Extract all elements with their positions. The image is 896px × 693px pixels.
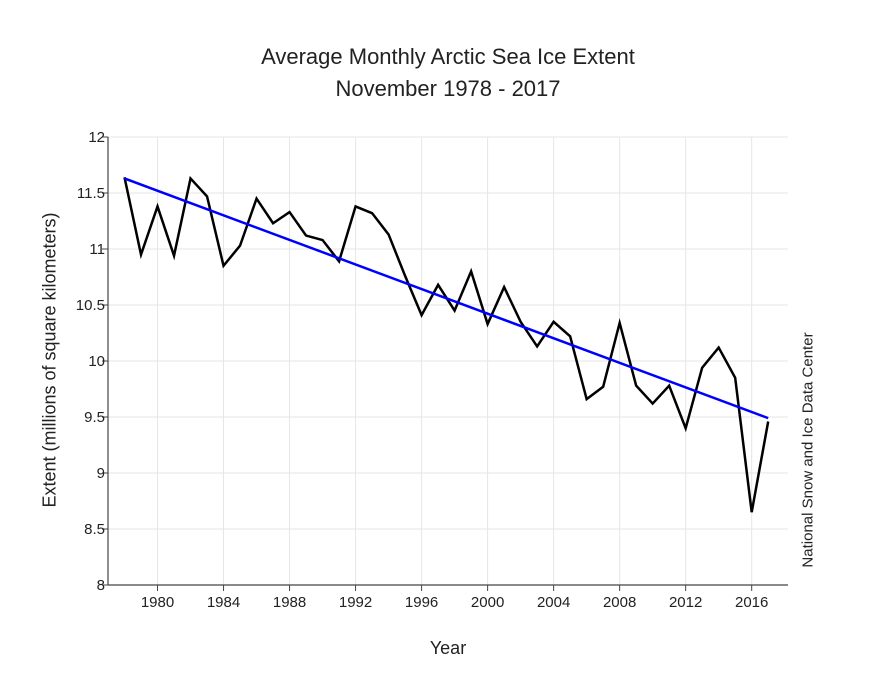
x-tick-label: 2008 [603,594,636,611]
tick-labels: 8 8.5 9 9.5 10 10.5 11 11.5 12 1980 1984 1988 1992 19… [76,129,769,611]
trend-line [124,177,769,420]
x-axis-label: Year [429,638,467,658]
chart-title: Average Monthly Arctic Sea Ice Extent [261,44,635,69]
axes [102,136,788,591]
x-tick-label: 2016 [735,594,768,611]
extent-series-line [123,175,770,513]
x-tick-label: 1992 [339,594,372,611]
y-tick-label: 11 [89,241,105,258]
x-tick-label: 2000 [471,594,504,611]
y-tick-label: 12 [88,129,105,146]
x-tick-label: 1980 [141,594,174,611]
series-lines [123,175,770,513]
source-credit: National Snow and Ice Data Center [799,332,817,568]
y-tick-label: 8 [97,577,105,594]
grid-lines [108,136,788,585]
y-tick-label: 10.5 [76,297,105,314]
x-tick-label: 1996 [405,594,438,611]
y-tick-label: 8.5 [84,521,105,538]
y-axis-label: Extent (millions of square kilometers) [39,212,60,508]
x-tick-label: 2004 [537,594,570,611]
x-tick-label: 2012 [669,594,702,611]
y-tick-label: 10 [88,353,105,370]
y-tick-label: 9.5 [84,409,105,426]
y-tick-label: 9 [97,465,105,482]
x-tick-label: 1988 [273,594,306,611]
chart-subtitle: November 1978 - 2017 [335,76,561,101]
x-tick-label: 1984 [207,594,240,611]
y-tick-label: 11.5 [77,185,105,202]
